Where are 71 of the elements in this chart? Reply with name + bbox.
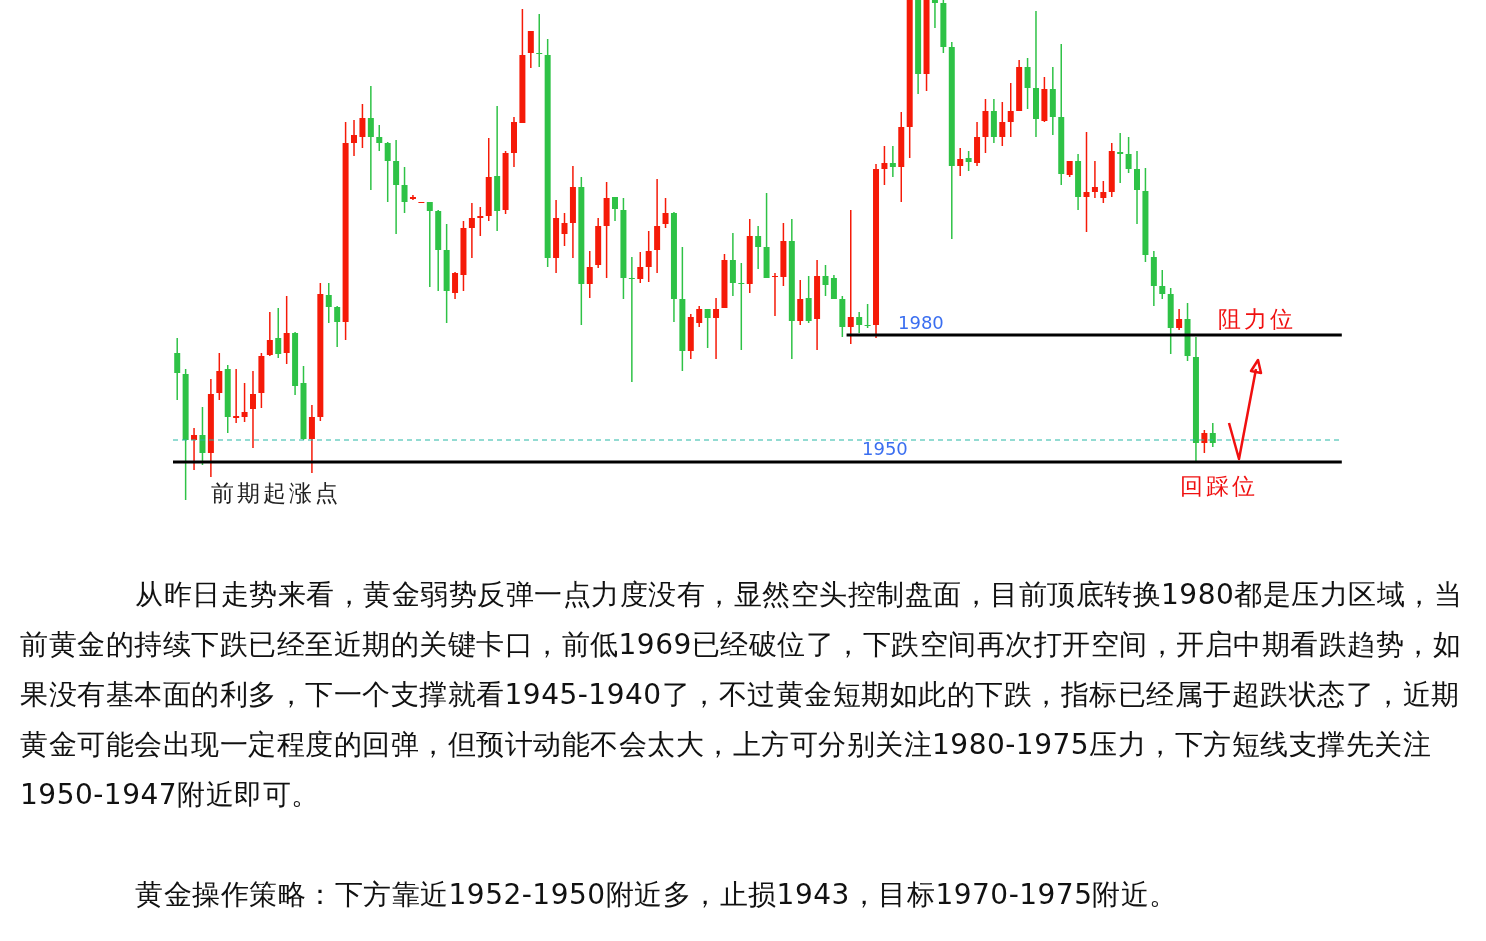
candlestick bbox=[1159, 269, 1166, 300]
candlestick bbox=[645, 230, 652, 283]
annotation: 前期起涨点 bbox=[211, 479, 341, 508]
candlestick bbox=[999, 101, 1006, 147]
candlestick bbox=[1125, 136, 1132, 174]
candlestick bbox=[637, 251, 644, 284]
candlestick bbox=[1134, 150, 1141, 225]
candlestick bbox=[367, 85, 374, 191]
candlestick bbox=[1024, 57, 1031, 110]
candlestick bbox=[738, 262, 745, 351]
candlestick bbox=[384, 141, 391, 203]
candlestick bbox=[452, 271, 459, 300]
candlestick bbox=[586, 250, 593, 299]
candlestick bbox=[797, 279, 804, 326]
candlestick bbox=[283, 295, 290, 365]
candlestick bbox=[468, 202, 475, 259]
candlestick bbox=[266, 311, 273, 357]
annotation: 回踩位 bbox=[1180, 472, 1258, 501]
candlestick bbox=[1100, 180, 1107, 204]
candlestick bbox=[393, 139, 400, 235]
candlestick bbox=[249, 370, 256, 449]
candlestick bbox=[536, 13, 543, 68]
candlestick bbox=[174, 337, 181, 401]
candlestick bbox=[561, 212, 568, 247]
text: 黄金操作策略：下方靠近1952-1950附近多，止损1943，目标1970-1975附近。 bbox=[134, 877, 1179, 913]
candlestick bbox=[662, 197, 669, 229]
candlestick bbox=[351, 119, 358, 157]
candlestick bbox=[957, 147, 964, 177]
text: 从昨日走势来看，黄金弱势反弹一点力度没有，显然空头控制盘面，目前顶底转换1980都是压力区域，当前黄金的持续下跌已经至近期的关键卡口，前低1969已经破位了，下跌空间再次打开空间，开启中期看跌趋势，如果没有基本面的利多，下一个支撑就看1945-1940了，不过黄金短期如此的下跌，指标已经属于超跌状态了，近期黄金可能会出现一定程度的回弹，但预计动能不会太大，上方可分别关注1980-1975压力，下方短线支撑先关注1950-1947附近即可。 bbox=[20, 577, 1464, 813]
candlestick bbox=[729, 232, 736, 297]
candlestick bbox=[1209, 422, 1216, 448]
candlestick bbox=[847, 209, 854, 345]
candlestick bbox=[965, 150, 972, 172]
candlestick bbox=[334, 305, 341, 348]
candlestick bbox=[881, 145, 888, 186]
candlestick bbox=[527, 30, 534, 69]
candlestick bbox=[771, 272, 778, 317]
candlestick bbox=[713, 297, 720, 360]
candlestick bbox=[1201, 429, 1208, 454]
candlestick bbox=[426, 201, 433, 288]
candlestick bbox=[931, 0, 938, 29]
candlestick bbox=[805, 275, 812, 324]
candlestick bbox=[308, 404, 315, 474]
candlestick bbox=[401, 166, 408, 214]
annotation: 1950 bbox=[862, 438, 908, 459]
candlestick bbox=[1091, 160, 1098, 199]
candlestick bbox=[1083, 131, 1090, 233]
candlestick bbox=[359, 103, 366, 149]
candlestick bbox=[864, 303, 871, 329]
candlestick bbox=[216, 352, 223, 401]
annotation: 1980 bbox=[898, 312, 944, 333]
candlestick bbox=[628, 256, 635, 383]
candlestick bbox=[856, 311, 863, 334]
candlestick bbox=[233, 368, 240, 424]
candlestick bbox=[696, 305, 703, 328]
candlestick bbox=[241, 382, 248, 423]
candlestick bbox=[1007, 82, 1014, 138]
candlestick bbox=[199, 406, 206, 466]
candlestick bbox=[275, 307, 282, 359]
candlestick bbox=[889, 145, 896, 178]
candlestick bbox=[1117, 132, 1124, 184]
candlestick bbox=[704, 308, 711, 349]
text: 阻力位 bbox=[1218, 305, 1296, 334]
candlestick bbox=[755, 225, 762, 270]
candlestick bbox=[1176, 308, 1183, 331]
candlestick bbox=[376, 124, 383, 152]
candlestick bbox=[612, 196, 619, 222]
candlestick bbox=[822, 264, 829, 297]
candlestick bbox=[654, 178, 661, 274]
candlestick bbox=[477, 206, 484, 237]
candlestick bbox=[325, 282, 332, 324]
